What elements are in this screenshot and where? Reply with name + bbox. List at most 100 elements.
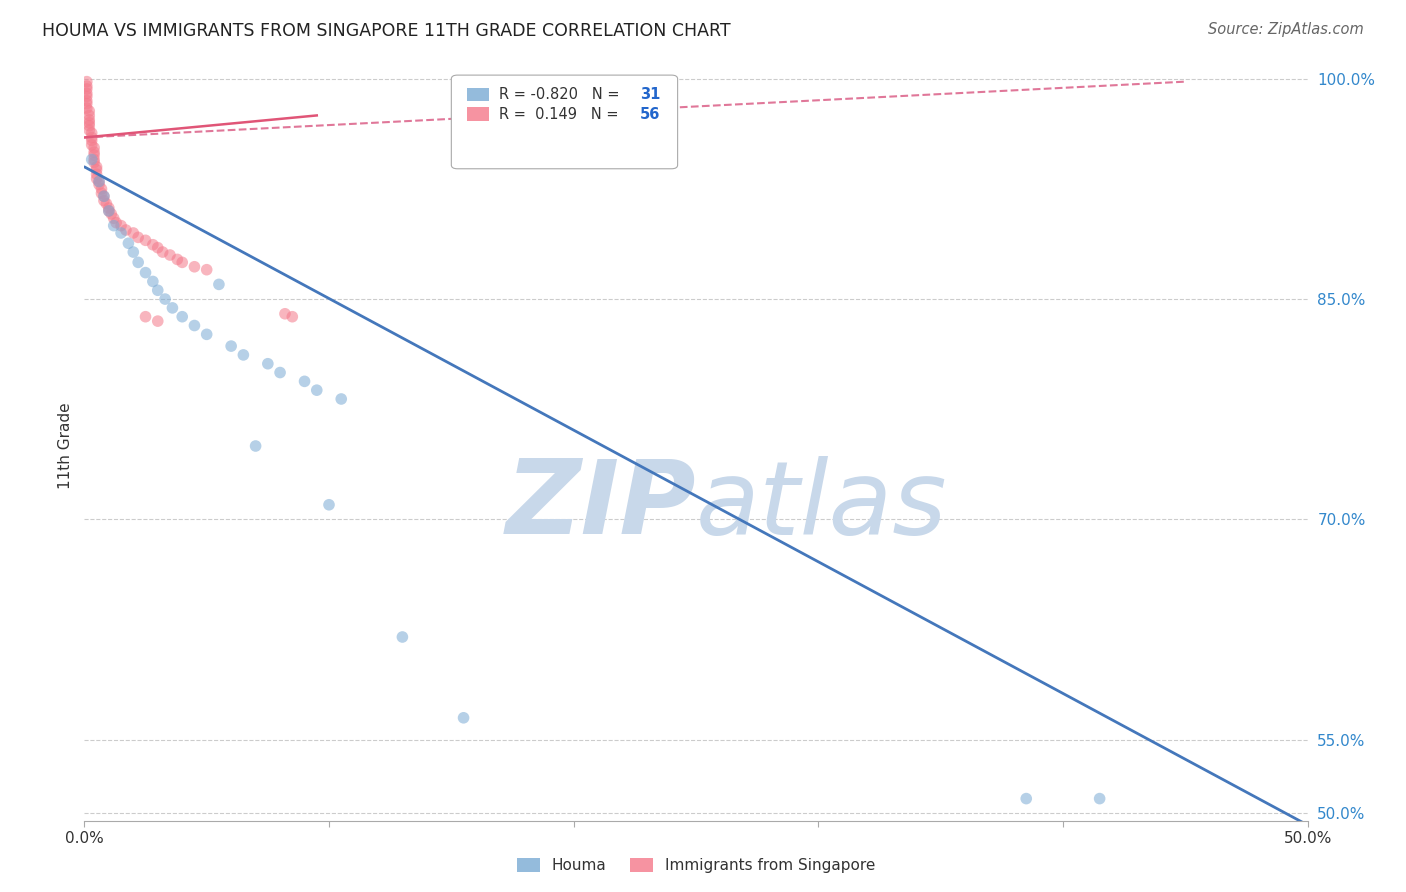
Point [142,275,165,289]
FancyBboxPatch shape [451,75,678,169]
Point [83,153,105,167]
Point [1015,791,1038,805]
Point [77,103,100,118]
Point [93,189,115,203]
Point [152,245,174,260]
Point [87,175,110,189]
Point [117,236,139,251]
Point [166,252,188,267]
Point [80,137,103,152]
Point [146,283,169,297]
Point [318,498,340,512]
Point [83,141,105,155]
Bar [467,87,489,102]
Text: HOUMA VS IMMIGRANTS FROM SINGAPORE 11TH GRADE CORRELATION CHART: HOUMA VS IMMIGRANTS FROM SINGAPORE 11TH … [42,22,731,40]
Point [153,292,176,306]
Point [183,260,205,274]
Point [76,82,98,96]
Point [90,182,112,196]
Point [294,375,316,389]
Point [219,339,242,353]
Point [86,160,108,174]
Legend: Houma, Immigrants from Singapore: Houma, Immigrants from Singapore [517,858,875,873]
Point [76,78,98,93]
Point [76,89,98,103]
Point [103,219,125,233]
Point [97,203,120,218]
Point [232,348,254,362]
Point [142,237,165,252]
Point [127,230,149,244]
Point [93,194,115,208]
Point [77,108,100,122]
Text: R = -0.820   N =: R = -0.820 N = [499,87,624,102]
Point [135,233,157,247]
Point [86,171,108,186]
Point [83,145,105,160]
Point [127,255,149,269]
Point [97,201,120,215]
Point [83,155,105,169]
Text: ZIP: ZIP [505,456,696,557]
Point [77,123,100,137]
Point [122,226,145,240]
Point [87,175,110,189]
Point [135,310,157,324]
Point [96,196,118,211]
Point [172,255,194,269]
Point [76,87,98,101]
Point [135,266,157,280]
Text: atlas: atlas [696,456,948,556]
Point [195,327,218,342]
Point [453,711,475,725]
Point [162,301,184,315]
Point [330,392,353,406]
Point [391,630,413,644]
Point [305,383,328,397]
Point [103,211,125,226]
Point [115,223,138,237]
Point [80,133,103,147]
Point [90,186,112,201]
Point [195,262,218,277]
Point [281,310,304,324]
Point [105,216,128,230]
Point [146,314,169,328]
Text: R =  0.149   N =: R = 0.149 N = [499,106,623,121]
Point [77,116,100,130]
Point [76,94,98,108]
Point [146,241,169,255]
Point [159,248,181,262]
Point [1088,791,1111,805]
Point [80,126,103,140]
Point [274,307,297,321]
Point [76,96,98,111]
Y-axis label: 11th Grade: 11th Grade [58,402,73,490]
Point [76,75,98,89]
Point [80,130,103,145]
Point [76,101,98,115]
Point [245,439,267,453]
Point [87,178,110,192]
Text: 56: 56 [640,106,659,121]
Point [257,357,280,371]
Point [86,167,108,181]
Point [77,112,100,127]
Point [110,219,132,233]
Point [122,245,145,260]
Point [80,153,103,167]
Bar [467,107,489,120]
Point [83,148,105,162]
Text: 31: 31 [640,87,659,102]
Point [77,119,100,133]
Point [172,310,194,324]
Point [269,366,291,380]
Point [183,318,205,333]
Point [100,207,122,221]
Point [97,203,120,218]
Point [208,277,231,292]
Point [86,162,108,177]
Point [110,226,132,240]
Text: Source: ZipAtlas.com: Source: ZipAtlas.com [1208,22,1364,37]
Point [93,189,115,203]
